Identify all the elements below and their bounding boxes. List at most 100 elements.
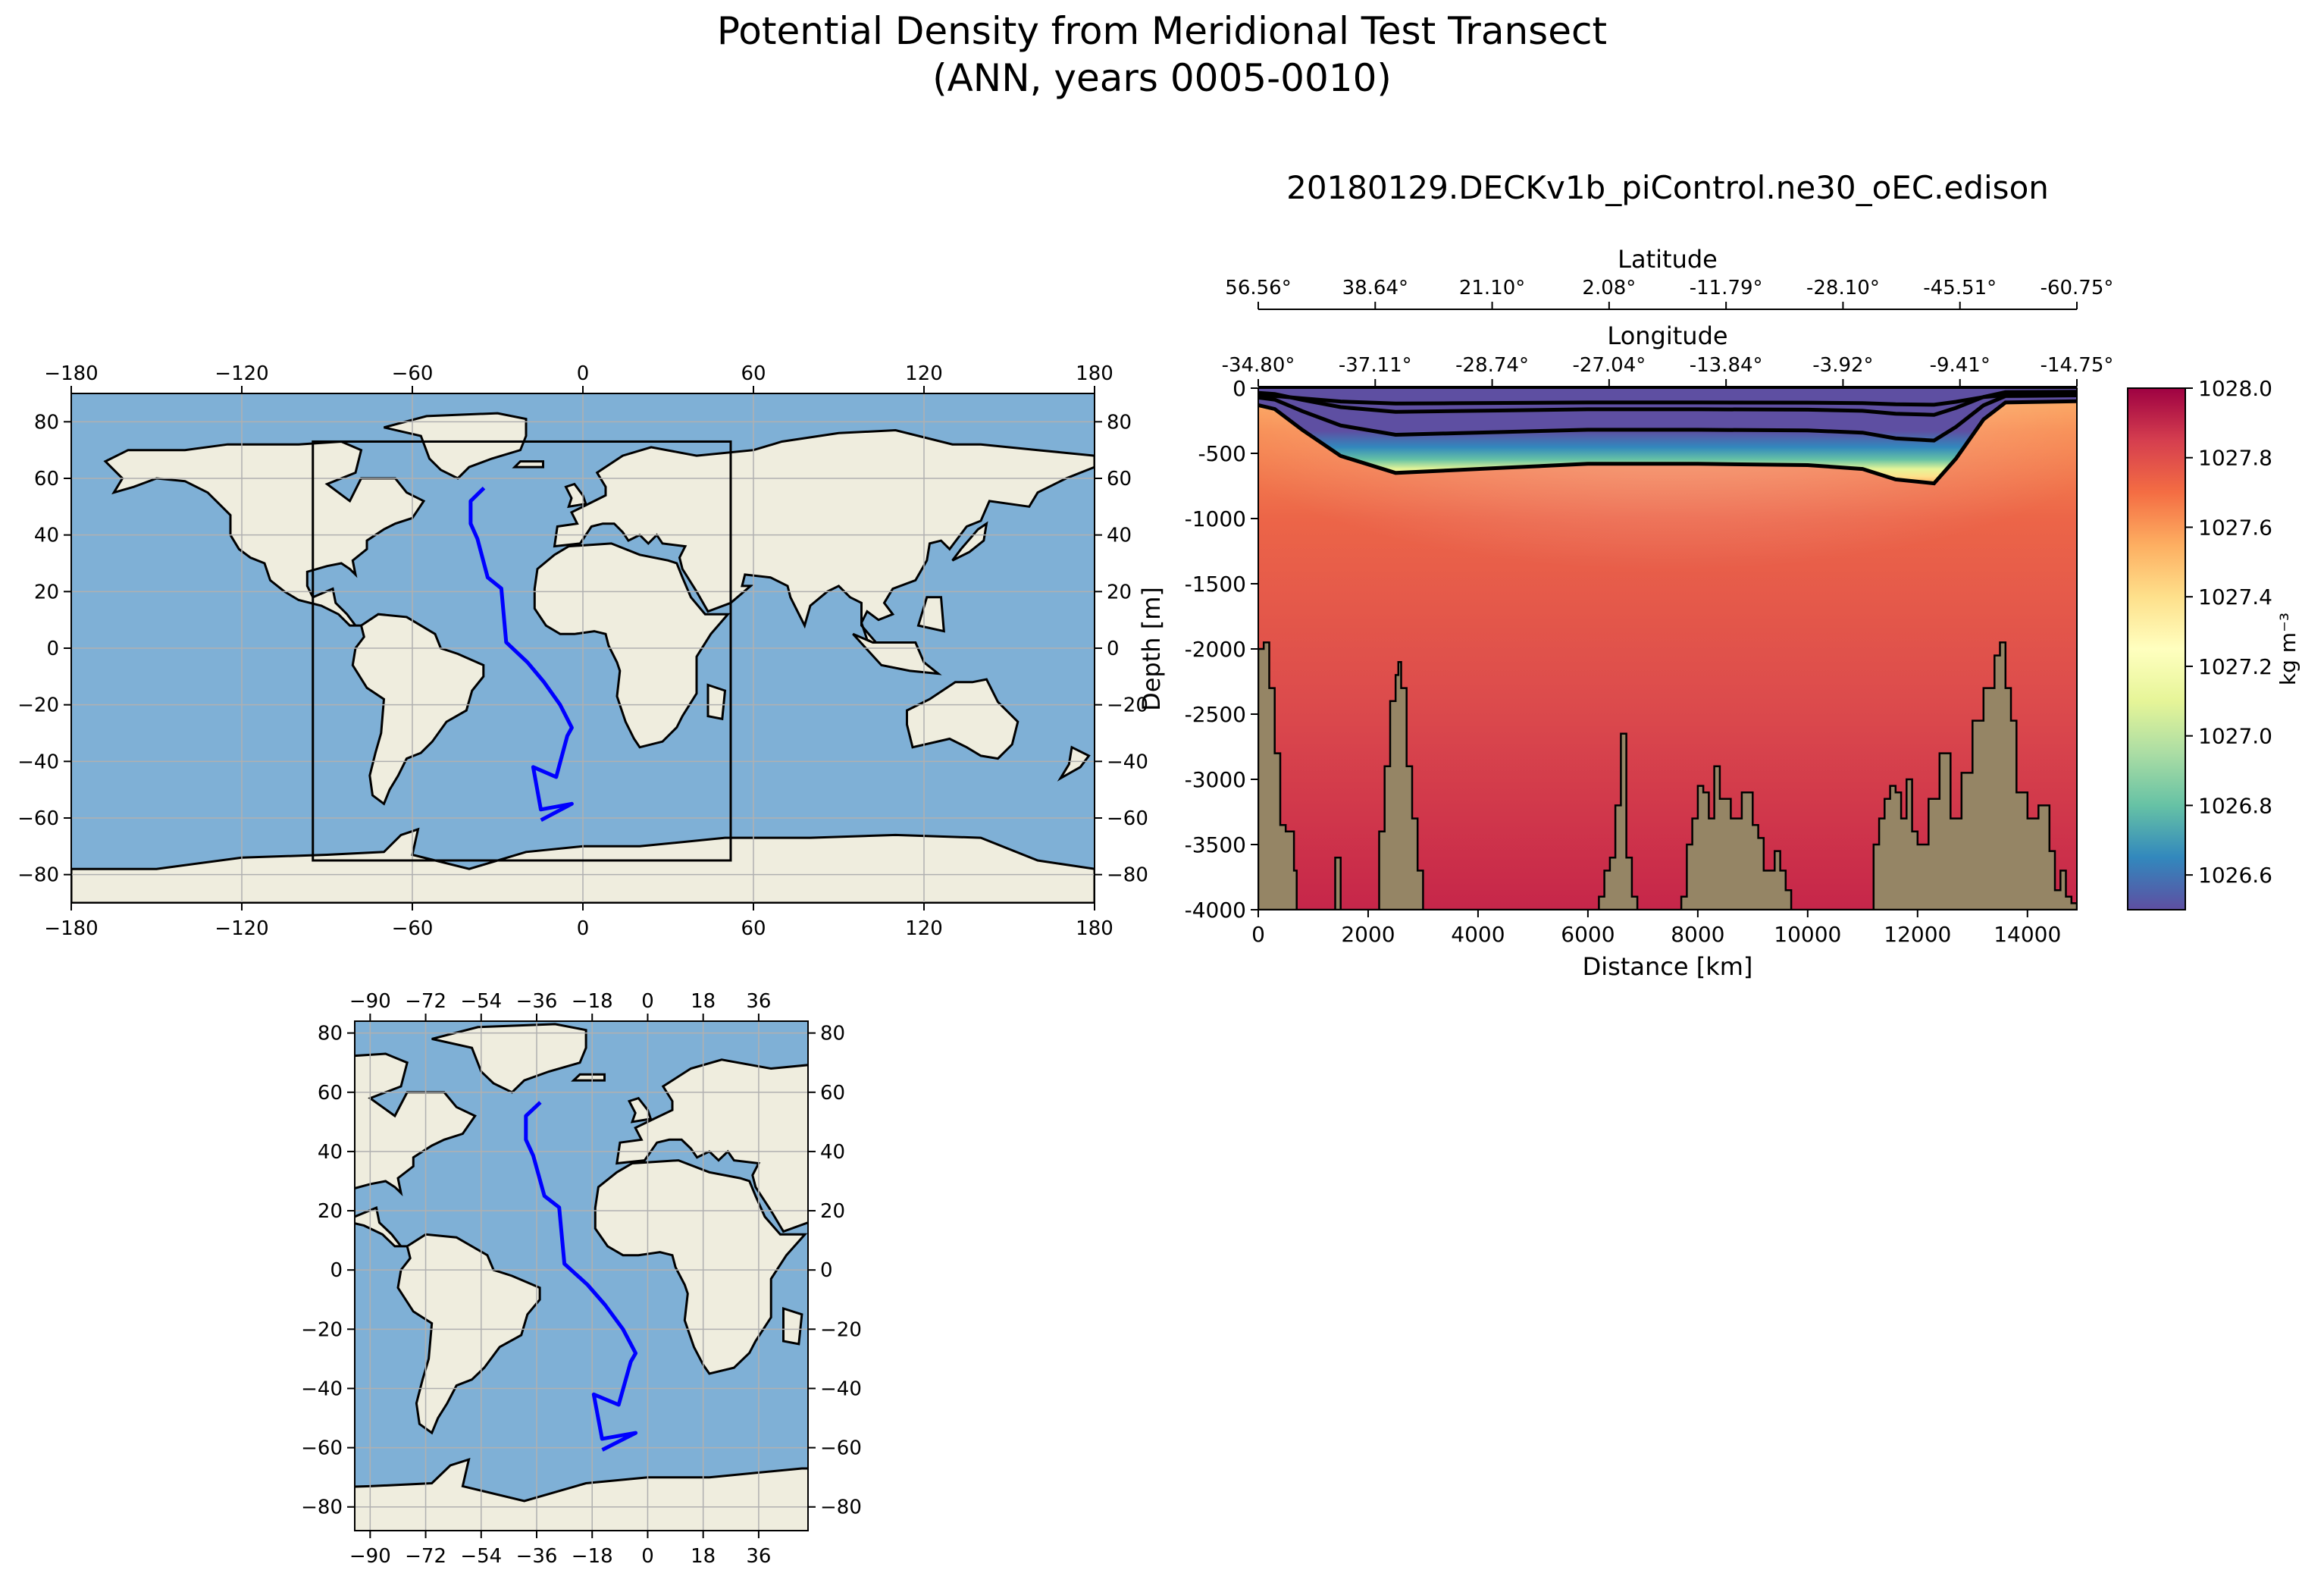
longitude-tick-label: -14.75°: [2041, 354, 2114, 377]
regional-map-landmass: [1166, 1374, 1197, 1406]
longitude-tick-label: -13.84°: [1690, 354, 1763, 377]
regional-map-ytick-left: 0: [330, 1259, 343, 1282]
regional-map-landmass: [1012, 1217, 1040, 1252]
regional-map-xtick-top: 36: [746, 990, 771, 1013]
contour-1027-5: [1258, 399, 2077, 486]
global-map-ytick-right: −20: [1107, 694, 1148, 717]
global-map-ytick-left: −20: [17, 694, 59, 717]
global-map-ytick-left: −80: [17, 864, 59, 887]
colorbar-tick-label: 1027.6: [2198, 515, 2272, 540]
section-ytick-label: -1500: [1185, 572, 1246, 597]
regional-map-gridlines: [355, 1021, 808, 1531]
latitude-tick-label: -28.10°: [1806, 277, 1880, 299]
regional-map-ytick-right: 0: [820, 1259, 833, 1282]
global-map-landmass: [553, 428, 1095, 647]
global-map-xtick-bottom: −180: [44, 917, 98, 940]
regional-map-ytick-right: 40: [820, 1141, 845, 1164]
global-map-xtick-bottom: 180: [1076, 917, 1113, 940]
global-map-landmass: [951, 521, 988, 562]
regional-map-ytick-left: −80: [301, 1497, 343, 1519]
regional-map-landmass: [355, 1457, 808, 1531]
transect-line: [468, 486, 574, 823]
section-ticks: 0 2000 4000 6000 8000 10000 12000 14000 0 -500 -10…: [1185, 376, 2062, 947]
latitude-tick-label: -60.75°: [2041, 277, 2114, 299]
global-map-landmass: [906, 678, 1019, 760]
regional-map-ytick-right: −60: [820, 1437, 862, 1460]
global-map-xtick-top: 120: [905, 362, 943, 385]
regional-map-ytick-right: 80: [820, 1023, 845, 1045]
section-xtick-label: 14000: [1994, 922, 2061, 947]
global-map-xtick-bottom: 120: [905, 917, 943, 940]
regional-map-ytick-left: 20: [318, 1200, 343, 1223]
regional-map-ytick-left: 80: [318, 1023, 343, 1045]
regional-map-ytick-left: −20: [301, 1318, 343, 1341]
regional-map-xtick-bottom: −36: [516, 1545, 558, 1568]
regional-map-ytick-right: 60: [820, 1082, 845, 1105]
section-ytick-label: -4000: [1185, 898, 1246, 923]
section-ytick-label: -500: [1198, 441, 1246, 466]
global-map-landmass: [512, 460, 544, 469]
regional-map-landmass: [782, 1306, 803, 1346]
global-map-ytick-right: 60: [1107, 468, 1132, 490]
colorbar-tick-label: 1027.8: [2198, 446, 2272, 471]
regional-map-xtick-top: −54: [460, 990, 502, 1013]
regional-map-landmass: [941, 1255, 1033, 1297]
contour-1026-6: [1258, 393, 2077, 407]
section-xtick-label: 8000: [1671, 922, 1724, 947]
regional-map-xtick-bottom: 36: [746, 1545, 771, 1568]
contour-1027-2: [1258, 393, 2077, 443]
global-map-ytick-right: −40: [1107, 751, 1148, 773]
section-ytick-label: -3000: [1185, 767, 1246, 792]
global-map-gridlines: [71, 393, 1095, 903]
section-xtick-label: 10000: [1774, 922, 1841, 947]
longitude-ticks: -34.80° -37.11° -28.74° -27.04° -13.84° -3.92…: [1222, 354, 2114, 387]
regional-map-xtick-top: −72: [405, 990, 446, 1013]
section-ytick-label: -3500: [1185, 832, 1246, 857]
global-map-xtick-bottom: −120: [215, 917, 268, 940]
colorbar-tick-label: 1028.0: [2198, 376, 2272, 401]
global-map-ytick-right: 0: [1107, 638, 1120, 660]
global-map-xtick-top: 0: [577, 362, 590, 385]
transect-line-regional: [524, 1101, 638, 1452]
regional-map-xtick-bottom: −90: [349, 1545, 391, 1568]
section-ytick-label: 0: [1232, 376, 1246, 401]
regional-map-xtick-top: −90: [349, 990, 391, 1013]
latitude-tick-label: 38.64°: [1342, 277, 1408, 299]
regional-map-ytick-right: 20: [820, 1200, 845, 1223]
regional-map-landmass: [615, 1058, 808, 1233]
figure-title-line2: (ANN, years 0005-0010): [932, 56, 1392, 100]
section-xtick-label: 4000: [1451, 922, 1505, 947]
section-ytick-label: -2000: [1185, 637, 1246, 662]
latitude-tick-label: -45.51°: [1923, 277, 1997, 299]
regional-map-ytick-right: −80: [820, 1497, 862, 1519]
global-map: −180 −180 −120 −120 −60 −60 0 0 60 60 120 120 180 180…: [17, 362, 1148, 940]
global-map-ytick-left: −40: [17, 751, 59, 773]
regional-map-ytick-left: −40: [301, 1377, 343, 1400]
regional-map-xtick-bottom: 0: [641, 1545, 654, 1568]
colorbar: 1028.0 1027.8 1027.6 1027.4 1027.2 1027.0 1026…: [2127, 376, 2301, 910]
inset-region-box: [312, 440, 732, 862]
regional-map: −90 −90 −72 −72 −54 −54 −36 −36 −18 −18 0 0 18 18 36 36…: [301, 990, 1197, 1568]
section-xtick-label: 2000: [1341, 922, 1395, 947]
section-xtick-label: 6000: [1561, 922, 1615, 947]
regional-map-landmass: [627, 1096, 653, 1124]
global-map-ytick-right: −60: [1107, 807, 1148, 830]
global-map-xtick-bottom: −60: [392, 917, 434, 940]
global-map-landmass: [384, 412, 528, 480]
regional-map-xtick-bottom: −18: [572, 1545, 613, 1568]
global-map-xtick-top: −60: [392, 362, 434, 385]
global-map-ytick-right: 80: [1107, 411, 1132, 434]
global-map-landmass: [706, 683, 727, 721]
global-map-ytick-left: 40: [34, 525, 59, 547]
colorbar-tick-label: 1026.6: [2198, 863, 2272, 888]
density-contours: [1258, 390, 2077, 486]
longitude-tick-label: -3.92°: [1812, 354, 1873, 377]
contour-1026-9: [1258, 390, 2077, 417]
bathymetry: [1258, 641, 2077, 910]
global-map-ytick-right: 40: [1107, 525, 1132, 547]
figure-title-line1: Potential Density from Meridional Test T…: [717, 9, 1607, 53]
global-map-landmass: [351, 613, 485, 806]
section-xtick-label: 0: [1251, 922, 1265, 947]
global-map-ytick-left: −60: [17, 807, 59, 830]
